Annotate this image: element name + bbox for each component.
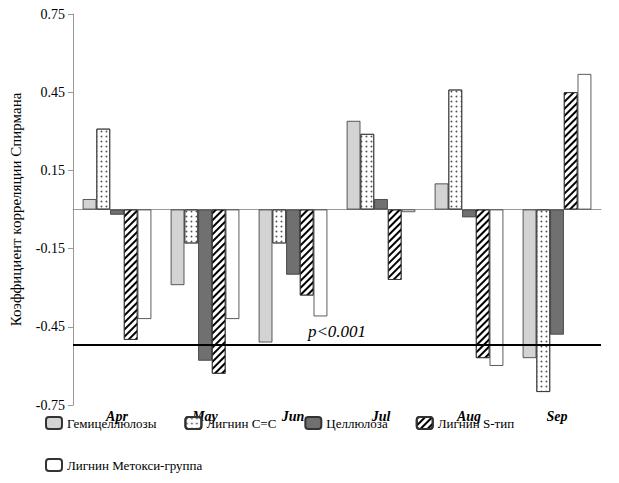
svg-text:0.45: 0.45	[41, 85, 66, 100]
svg-text:Коэффициент корреляции Спирман: Коэффициент корреляции Спирмана	[8, 92, 24, 326]
svg-text:0.15: 0.15	[41, 163, 66, 178]
svg-text:-0.45: -0.45	[36, 319, 65, 334]
svg-text:-0.15: -0.15	[36, 241, 65, 256]
svg-text:p<0.001: p<0.001	[307, 322, 366, 341]
svg-text:Лигнин S-тип: Лигнин S-тип	[438, 416, 514, 431]
svg-text:-0.75: -0.75	[36, 398, 65, 413]
svg-text:Sep: Sep	[547, 409, 568, 424]
svg-text:Лигнин Метокси-группа: Лигнин Метокси-группа	[67, 458, 203, 473]
svg-text:0.75: 0.75	[41, 7, 66, 22]
svg-text:Целлюлоза: Целлюлоза	[326, 416, 388, 431]
svg-text:Jun: Jun	[281, 409, 305, 424]
svg-text:Гемицеллюлозы: Гемицеллюлозы	[67, 416, 157, 431]
svg-text:Лигнин C=C: Лигнин C=C	[206, 416, 276, 431]
